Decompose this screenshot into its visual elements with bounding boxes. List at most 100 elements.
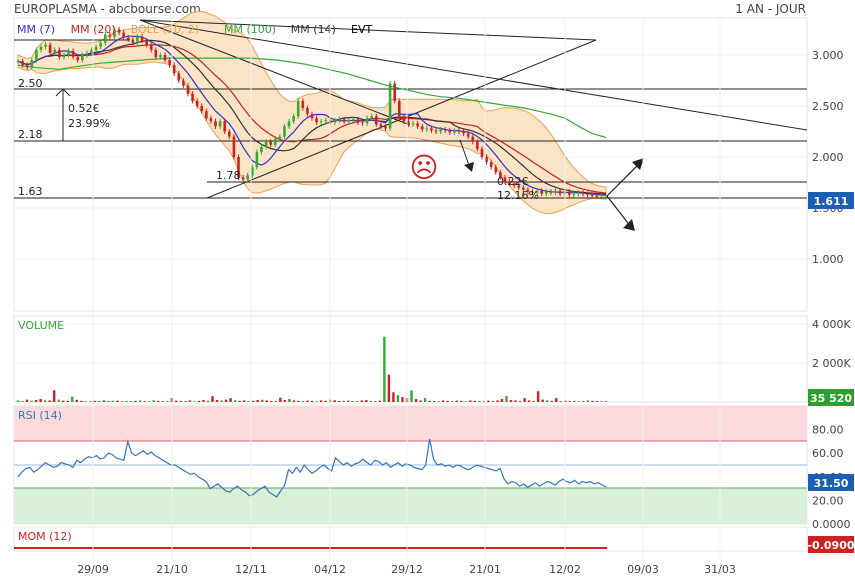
x-tick-label: 21/01 <box>469 563 501 576</box>
candle-body <box>540 190 543 194</box>
candle-body <box>85 52 89 55</box>
volume-badge <box>808 389 854 406</box>
candle-body <box>361 122 364 124</box>
volume-bar <box>555 398 558 402</box>
candlesticks <box>16 26 608 200</box>
volume-bar <box>315 401 318 402</box>
volume-bar <box>184 401 187 402</box>
candle-body <box>44 44 47 47</box>
volume-bar <box>487 400 490 402</box>
candle-body <box>255 151 259 168</box>
volume-bar <box>107 401 110 402</box>
candle-body <box>522 187 525 190</box>
volume-bar <box>310 400 314 402</box>
candle-body <box>310 114 314 119</box>
x-tick-label: 29/09 <box>77 563 109 576</box>
volume-bar <box>541 399 544 402</box>
volume-bar <box>197 400 201 402</box>
volume-bar <box>39 399 42 402</box>
volume-bar <box>238 400 241 402</box>
volume-bar <box>211 396 214 402</box>
volume-bar <box>188 400 192 402</box>
candle-body <box>296 100 300 117</box>
volume-bar <box>527 400 531 402</box>
period-label: 1 AN - JOUR <box>735 2 806 16</box>
volume-bar <box>66 400 69 402</box>
x-tick-label: 21/10 <box>156 563 188 576</box>
legend-item: MM (7) <box>17 23 55 36</box>
volume-bar <box>292 400 296 402</box>
candle-body <box>402 116 406 122</box>
down-arrow-icon-1 <box>464 162 474 172</box>
candle-body <box>554 190 557 193</box>
candle-body <box>30 60 34 68</box>
candle-body <box>577 192 580 194</box>
candle-body <box>347 120 351 122</box>
candle-body <box>117 29 121 33</box>
candle-body <box>416 123 419 127</box>
mom-badge-text: -0.0900 <box>807 539 854 552</box>
candle-body <box>122 32 125 38</box>
volume-bar <box>374 401 377 402</box>
volume-bar <box>536 391 540 402</box>
volume-bar <box>387 374 391 402</box>
volume-bar <box>52 390 56 402</box>
candle-body <box>195 100 199 106</box>
candle-body <box>103 34 107 43</box>
candle-body <box>526 189 530 192</box>
candle-body <box>315 118 318 123</box>
candle-body <box>604 196 608 198</box>
volume-bar <box>143 401 146 402</box>
x-axis: 29/09 21/10 12/11 04/12 29/12 21/01 12/02 09/03… <box>77 18 736 576</box>
volume-bar <box>265 400 268 402</box>
candle-body <box>494 167 498 173</box>
candle-body <box>407 121 410 125</box>
volume-bar <box>261 399 264 402</box>
candle-body <box>241 177 245 180</box>
volume-bar <box>546 400 549 402</box>
candle-body <box>342 119 346 122</box>
candle-body <box>319 121 323 123</box>
candle-body <box>393 83 396 101</box>
candle-body <box>108 34 112 37</box>
candle-body <box>177 73 181 81</box>
volume-bar <box>514 400 517 402</box>
candle-body <box>90 49 93 53</box>
candle-body <box>448 130 452 133</box>
candle-body <box>567 191 571 195</box>
legend-item: EVT <box>351 23 372 36</box>
volume-bar <box>206 400 210 402</box>
candle-body <box>397 100 401 117</box>
rsi-line <box>17 438 607 498</box>
projection-up-line <box>606 162 641 197</box>
candle-body <box>113 29 116 37</box>
price-tick-label: 1.000 <box>812 253 844 266</box>
volume-bar <box>600 401 603 402</box>
candle-body <box>499 172 502 178</box>
candle-body <box>283 126 286 137</box>
volume-bar <box>152 400 155 402</box>
volume-bar <box>34 400 38 402</box>
candle-body <box>466 133 470 137</box>
projection-down-line <box>606 195 632 228</box>
volume-bar <box>220 400 223 402</box>
volume-bar <box>595 401 599 402</box>
volume-bar <box>518 400 522 402</box>
candle-body <box>512 183 516 186</box>
volume-bar <box>437 401 440 402</box>
rsi-tick-label: 20.00 <box>812 494 844 507</box>
candle-body <box>163 55 167 61</box>
candle-body <box>365 118 369 124</box>
volume-bar <box>478 401 481 402</box>
candle-body <box>600 196 603 198</box>
candle-body <box>131 39 135 43</box>
candle-body <box>480 148 484 157</box>
candle-body <box>338 119 341 121</box>
volume-bar <box>75 399 78 402</box>
legend: MM (7) MM (20) BOLL (20, 2) MM (100) MM (14)… <box>17 23 372 36</box>
rsi-oversold-zone <box>14 488 807 524</box>
legend-item: MM (100) <box>224 23 276 36</box>
volume-bar <box>419 400 422 402</box>
candle-body <box>250 167 254 176</box>
candle-body <box>375 116 378 125</box>
